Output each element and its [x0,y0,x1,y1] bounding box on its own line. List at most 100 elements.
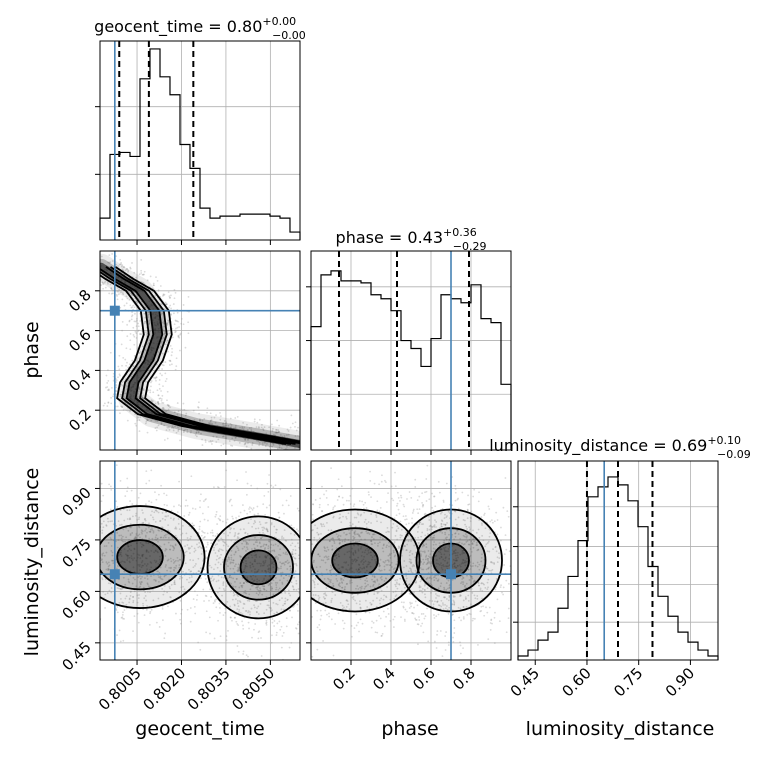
sample-point [400,528,403,531]
sample-point [254,527,257,530]
sample-point [154,377,157,380]
density-body [93,253,319,457]
sample-point [427,559,429,562]
sample-point [105,525,108,527]
sample-point [350,581,353,584]
sample-point [149,591,151,594]
sample-point [427,515,430,518]
sample-point [233,527,235,530]
sample-point [204,549,207,552]
sample-point [254,521,257,524]
sample-point [309,582,311,584]
sample-point [128,518,131,521]
sample-point [440,522,443,525]
x-tick-label: 0.8020 [139,664,189,714]
sample-point [440,582,443,585]
sample-point [220,553,222,556]
sample-point [384,479,386,482]
sample-point [351,547,353,550]
sample-point [163,574,166,577]
sample-point [389,598,392,601]
sample-point [444,523,447,526]
sample-point [126,509,129,512]
sample-point [413,544,416,547]
sample-point [159,566,162,569]
sample-point [107,389,109,392]
sample-point [169,360,172,363]
sample-point [209,422,212,424]
sample-point [139,388,141,391]
sample-point [119,588,122,591]
sample-point [110,545,113,547]
sample-point [121,292,124,294]
sample-point [101,577,104,579]
sample-point [70,524,72,526]
sample-point [317,440,319,442]
sample-point [302,602,304,604]
sample-point [49,580,51,582]
sample-point [286,579,289,582]
sample-point [141,560,144,562]
sample-point [445,556,447,559]
sample-point [399,534,402,537]
sample-point [448,594,451,597]
sample-point [179,439,181,442]
x-tick-label: 0.8050 [228,664,278,714]
sample-point [512,572,514,574]
sample-point [263,588,266,591]
sample-point [127,545,130,548]
sample-point [185,550,188,553]
sample-point [309,611,311,613]
sample-point [309,603,311,605]
sample-point [378,568,380,571]
sample-point [295,627,298,630]
sample-point [422,523,424,525]
sample-point [112,562,115,564]
sample-point [426,607,428,610]
sample-point [141,345,144,348]
sample-point [304,580,306,582]
sample-point [234,581,236,583]
sample-point [254,571,256,573]
sample-point [93,272,95,274]
sample-point [119,553,122,556]
sample-point [84,558,86,560]
sample-point [268,583,271,586]
sample-point [413,591,415,594]
sample-point [505,548,508,551]
sample-point [202,588,205,591]
sample-point [265,455,267,457]
sample-point [270,582,273,585]
sample-point [145,528,147,530]
sample-point [332,508,334,511]
sample-point [461,542,463,545]
sample-point [148,323,151,325]
sample-point [359,566,362,569]
sample-point [254,568,256,571]
sample-point [361,622,364,625]
sample-point [466,613,469,616]
sample-point [240,555,243,558]
sample-point [331,590,333,593]
sample-point [465,590,468,592]
sample-point [140,272,143,274]
sample-point [429,553,432,556]
sample-point [128,509,131,512]
sample-point [319,565,322,568]
sample-point [67,582,69,584]
sample-point [215,598,218,601]
sample-point [47,609,49,611]
sample-point [252,580,255,582]
sample-point [227,556,230,559]
sample-point [367,563,370,566]
sample-point [127,269,130,272]
contour-line [206,515,300,620]
sample-point [137,390,140,393]
sample-point [271,430,274,432]
sample-point [165,303,168,306]
sample-point [122,601,125,604]
sample-point [355,613,358,616]
sample-point [505,631,508,634]
sample-point [417,643,419,646]
sample-point [265,506,268,509]
